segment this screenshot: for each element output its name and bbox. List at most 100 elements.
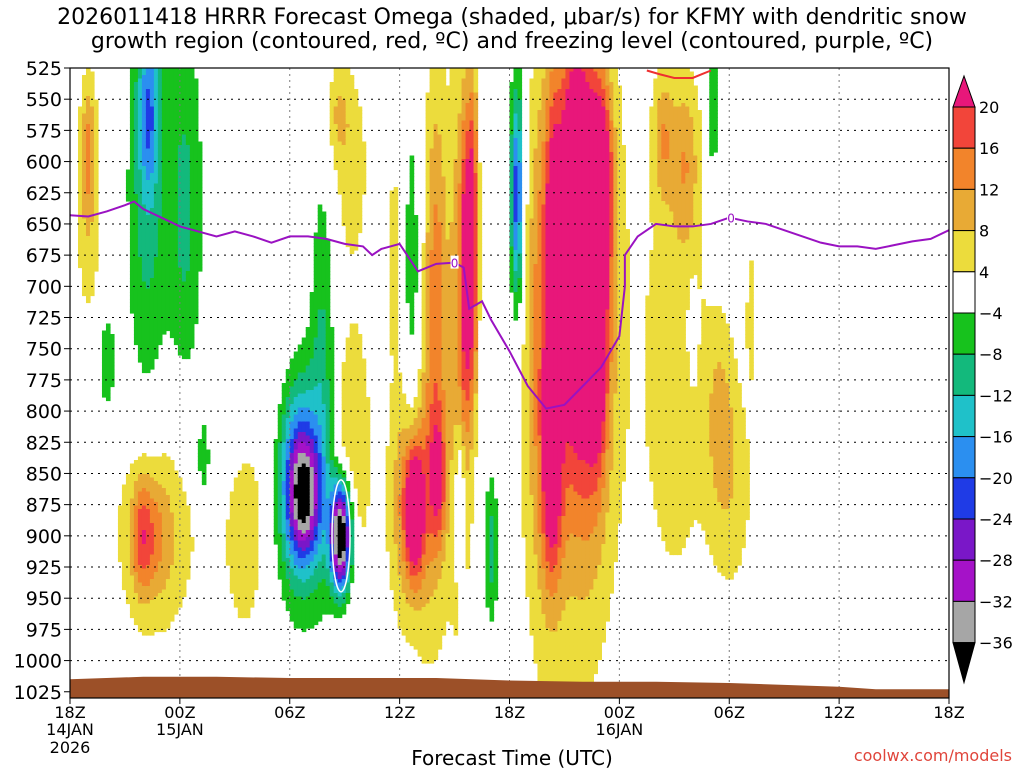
omega-cell [185,166,191,171]
omega-cell [181,572,187,577]
omega-cell [313,446,319,451]
omega-cell [161,488,167,493]
omega-cell [329,365,335,370]
omega-cell [233,495,239,500]
omega-cell [161,502,167,507]
omega-cell [337,162,343,167]
omega-cell [313,400,319,405]
omega-cell [177,327,183,332]
omega-cell [325,358,331,363]
omega-cell [325,495,331,500]
omega-cell [81,250,87,255]
omega-cell [361,383,367,388]
omega-cell [89,166,95,171]
omega-cell [193,232,199,237]
omega-cell [169,596,175,601]
omega-cell [253,502,259,507]
omega-cell [181,327,187,332]
omega-cell [345,99,351,104]
omega-cell [173,330,179,335]
omega-cell [281,442,287,447]
omega-cell [157,481,163,486]
omega-cell [337,544,343,549]
omega-cell [329,446,335,451]
omega-cell [137,288,143,293]
omega-cell [229,568,235,573]
omega-cell [173,572,179,577]
omega-cell [161,537,167,542]
omega-cell [341,600,347,605]
omega-cell [157,530,163,535]
omega-cell [157,558,163,563]
omega-cell [169,316,175,321]
omega-cell [285,509,291,514]
omega-cell [125,579,131,584]
omega-cell [305,407,311,412]
omega-cell [389,397,395,402]
omega-cell [85,85,91,90]
omega-cell [197,201,203,206]
omega-cell [389,586,395,591]
omega-cell [389,215,395,220]
omega-cell [297,400,303,405]
omega-cell [357,222,363,227]
omega-cell [181,554,187,559]
omega-cell [389,211,395,216]
omega-cell [289,369,295,374]
omega-cell [137,299,143,304]
omega-cell [89,120,95,125]
omega-cell [129,169,135,174]
omega-cell [197,253,203,258]
omega-cell [149,204,155,209]
omega-cell [293,498,299,503]
omega-cell [133,162,139,167]
omega-cell [333,82,339,87]
omega-cell [173,183,179,188]
omega-cell [141,183,147,188]
omega-cell [365,474,371,479]
omega-cell [309,323,315,328]
omega-cell [353,141,359,146]
omega-cell [353,376,359,381]
omega-cell [93,246,99,251]
omega-cell [293,369,299,374]
omega-cell [169,463,175,468]
omega-cell [149,194,155,199]
omega-cell [153,565,159,570]
omega-cell [129,512,135,517]
omega-cell [353,425,359,430]
omega-cell [185,537,191,542]
omega-cell [165,491,171,496]
omega-cell [361,474,367,479]
omega-cell [145,124,151,129]
omega-cell [89,152,95,157]
omega-cell [181,148,187,153]
omega-cell [325,544,331,549]
omega-cell [129,218,135,223]
omega-cell [197,166,203,171]
omega-cell [137,320,143,325]
omega-cell [325,530,331,535]
omega-cell [161,173,167,178]
omega-cell [329,390,335,395]
omega-cell [361,358,367,363]
omega-cell [157,341,163,346]
omega-cell [157,589,163,594]
omega-cell [169,173,175,178]
omega-cell [93,183,99,188]
omega-cell [149,481,155,486]
omega-cell [145,264,151,269]
omega-cell [313,561,319,566]
omega-cell [149,579,155,584]
omega-cell [305,470,311,475]
omega-cell [133,99,139,104]
omega-cell [357,166,363,171]
omega-cell [125,561,131,566]
omega-cell [341,488,347,493]
omega-cell [133,460,139,465]
omega-cell [121,575,127,580]
omega-cell [341,85,347,90]
omega-cell [349,386,355,391]
omega-cell [325,425,331,430]
omega-cell [273,460,279,465]
